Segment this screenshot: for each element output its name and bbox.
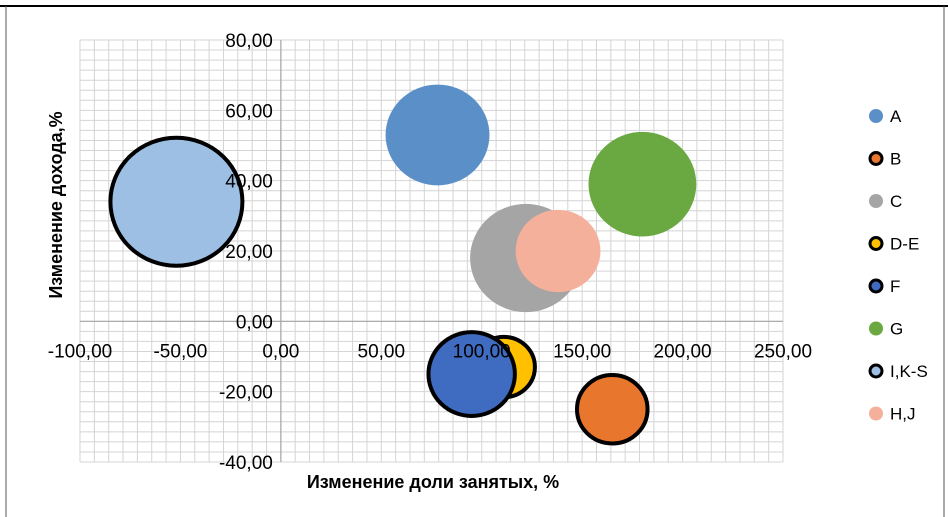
legend-label: H,J [890,405,916,424]
y-tick-label: -20,00 [219,383,273,404]
legend-marker [868,236,884,251]
bubble-i-k-s [108,135,245,268]
x-tick-label: -100,00 [48,341,112,362]
legend-label: D-E [890,235,919,254]
legend-label: C [890,192,902,211]
y-tick-label: 40,00 [225,172,273,193]
y-tick-label: 20,00 [225,242,273,263]
x-tick-label: 100,00 [453,341,511,362]
x-axis-title: Изменение доли занятых, % [307,472,559,492]
y-tick-label: 80,00 [225,31,273,52]
x-tick-label: 250,00 [754,341,812,362]
y-tick-label: 60,00 [225,101,273,122]
legend-label: I,K-S [890,362,928,381]
y-tick-label: -40,00 [219,453,273,474]
axes [80,40,783,462]
legend-label: G [890,320,903,339]
y-axis-title: Изменение дохода,% [46,111,66,298]
legend-marker [868,151,884,166]
bubble-g [588,131,697,237]
x-tick-label: 200,00 [654,341,712,362]
legend-marker [869,194,883,208]
legend-marker [868,278,884,294]
legend-label: B [890,150,901,169]
legend-marker [869,406,883,421]
y-tick-label: 0,00 [236,312,273,333]
legend-marker [869,321,883,336]
bubble-a [385,84,490,186]
x-tick-label: 150,00 [553,341,611,362]
legend: A B C D-E F G I,K-S H,J [868,107,928,424]
bubble-f [426,330,517,418]
bubble-h-j [515,209,601,293]
bubble-b [574,373,650,446]
x-tick-label: 0,00 [262,341,299,362]
x-tick-label: -50,00 [153,341,207,362]
legend-label: F [890,277,900,296]
bubbles [108,84,697,446]
legend-marker [869,109,883,123]
tick-labels: -100,00 -50,00 0,00 50,00 100,00 150,00 200,00… [48,31,812,474]
legend-marker [868,363,884,379]
x-tick-label: 50,00 [358,341,406,362]
legend-label: A [890,107,902,126]
